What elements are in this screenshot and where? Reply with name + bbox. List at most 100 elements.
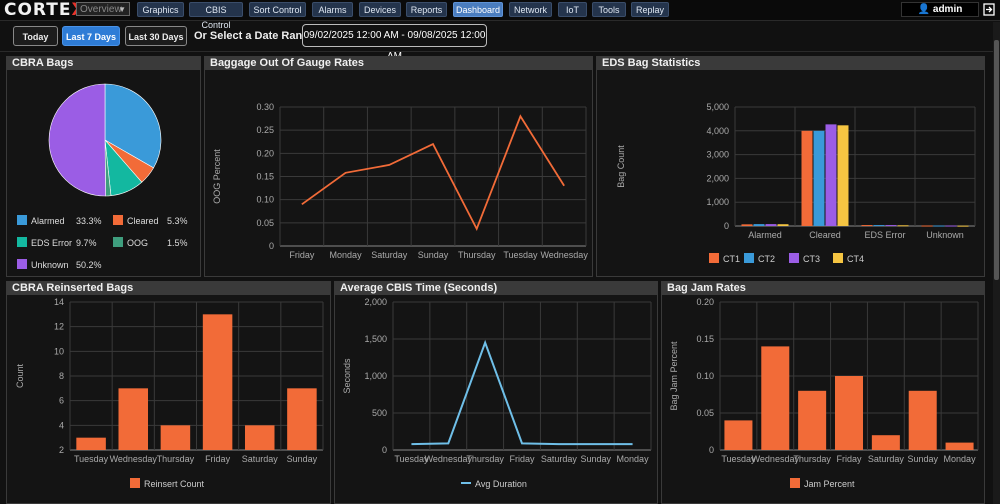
bar-jam-monday	[945, 442, 974, 450]
y-tick-label: 0.10	[696, 371, 714, 381]
y-tick-label: 1,000	[706, 197, 729, 207]
bar-ct1-cleared	[801, 130, 813, 226]
nav-reports-button[interactable]: Reports	[406, 2, 447, 17]
chevron-down-icon: ▼	[118, 5, 126, 14]
y-tick-label: 0.15	[256, 172, 274, 182]
y-tick-label: 0.20	[696, 297, 714, 307]
nav-network-button[interactable]: Network	[509, 2, 552, 17]
bar-reinsert-wednesday	[118, 388, 149, 450]
nav-replay-button[interactable]: Replay	[631, 2, 669, 17]
x-tick-label: Tuesday	[74, 454, 109, 464]
x-tick-label: Friday	[205, 454, 231, 464]
nav-sort-control-button[interactable]: Sort Control	[249, 2, 306, 17]
nav-dashboard-button[interactable]: Dashboard	[453, 2, 503, 17]
oog-line-chart: 0 0.05 0.10 0.15 0.20 0.25 0.30 Friday Monday Sat…	[212, 102, 588, 260]
x-tick-label: EDS Error	[864, 230, 905, 240]
nav-iot-button[interactable]: IoT	[558, 2, 587, 17]
bar-jam-friday	[834, 376, 864, 450]
panel-title: Average CBIS Time (Seconds)	[335, 282, 657, 295]
legend-swatch	[17, 215, 27, 225]
y-tick-label: 4,000	[706, 126, 729, 136]
x-tick-label: Wednesday	[752, 454, 800, 464]
last-7-days-button[interactable]: Last 7 Days	[62, 26, 120, 46]
nav-tools-button[interactable]: Tools	[592, 2, 626, 17]
legend-item-alarmed[interactable]: Alarmed 33.3%	[17, 215, 102, 227]
x-tick-label: Unknown	[926, 230, 964, 240]
y-tick-label: 6	[59, 396, 64, 406]
y-tick-label: 0	[382, 445, 387, 455]
scrollbar-thumb[interactable]	[994, 40, 999, 280]
bar-ct3-unknown	[945, 225, 957, 227]
bar-ct1-unknown	[921, 225, 933, 227]
x-tick-label: Wednesday	[425, 454, 473, 464]
cbra-pie-chart	[48, 83, 162, 197]
nav-alarms-button[interactable]: Alarms	[312, 2, 353, 17]
y-axis-label: OOG Percent	[212, 149, 222, 204]
oog-series-line	[301, 114, 565, 232]
last-30-days-button[interactable]: Last 30 Days	[125, 26, 187, 46]
cbis-time-line-chart: 0 500 1,000 1,500 2,000 TuesdayWednesdayThurs…	[342, 297, 652, 489]
y-tick-label: 0.05	[696, 408, 714, 418]
y-tick-label: 3,000	[706, 150, 729, 160]
jam-bar-chart: 0 0.05 0.10 0.15 0.20 TuesdayWednesdayThursda…	[669, 297, 979, 489]
legend-item-oog[interactable]: OOG 1.5%	[113, 237, 188, 249]
y-tick-label: 0	[709, 445, 714, 455]
legend-label: Cleared	[127, 216, 159, 226]
nav-devices-button[interactable]: Devices	[359, 2, 401, 17]
bar-jam-thursday	[798, 390, 827, 450]
x-tick-label: Thursday	[466, 454, 504, 464]
x-tick-label: Friday	[289, 250, 315, 260]
date-range-label: Or Select a Date Range:	[194, 30, 319, 42]
y-tick-label: 5,000	[706, 102, 729, 112]
y-axis-label: Bag Jam Percent	[669, 341, 679, 411]
legend-swatch	[113, 237, 123, 247]
user-menu[interactable]: 👤 admin	[901, 2, 979, 17]
legend-item-eds-error[interactable]: EDS Error 9.7%	[17, 237, 97, 249]
y-tick-label: 0.05	[256, 218, 274, 228]
y-tick-label: 0.10	[256, 195, 274, 205]
legend-swatch-ct4	[833, 253, 843, 263]
legend-swatch	[113, 215, 123, 225]
oog-panel: Baggage Out Of Gauge Rates 0 0.05 0.10 0.15…	[204, 56, 593, 277]
bar-ct2-unknown	[933, 225, 945, 227]
date-range-input[interactable]: 09/02/2025 12:00 AM - 09/08/2025 12:00 A…	[302, 24, 487, 62]
bar-ct1-eds-error	[861, 225, 873, 227]
x-tick-label: Thursday	[793, 454, 831, 464]
legend-label-ct3: CT3	[803, 254, 820, 264]
nav-graphics-button[interactable]: Graphics	[137, 2, 184, 17]
y-tick-label: 12	[54, 322, 64, 332]
x-tick-label: Monday	[617, 454, 650, 464]
legend-item-unknown[interactable]: Unknown 50.2%	[17, 259, 102, 271]
pie-slice-alarmed	[104, 83, 162, 169]
x-tick-label: Friday	[836, 454, 862, 464]
legend-swatch-ct1	[709, 253, 719, 263]
bar-reinsert-thursday	[160, 425, 191, 450]
eds-bar-chart: 0 1,000 2,000 3,000 4,000 5,000 Alarmed Cleared…	[616, 102, 976, 264]
legend-label-ct2: CT2	[758, 254, 775, 264]
x-tick-label: Tuesday	[394, 454, 429, 464]
today-button[interactable]: Today	[13, 26, 58, 46]
x-tick-label: Friday	[509, 454, 535, 464]
x-tick-label: Sunday	[287, 454, 318, 464]
eds-panel: EDS Bag Statistics 0 1,000 2,000 3,000 4,000…	[596, 56, 985, 277]
nav-cbis-control-button[interactable]: CBIS Control	[189, 2, 243, 30]
page-scrollbar[interactable]	[993, 22, 1000, 504]
x-tick-label: Tuesday	[503, 250, 538, 260]
view-select[interactable]: Overview ▼	[76, 2, 130, 16]
legend-value: 50.2%	[76, 260, 102, 270]
legend-swatch	[17, 237, 27, 247]
username: admin	[932, 4, 963, 15]
y-tick-label: 1,000	[364, 371, 387, 381]
bar-reinsert-sunday	[287, 388, 317, 450]
y-tick-label: 14	[54, 297, 64, 307]
legend-item-cleared[interactable]: Cleared 5.3%	[113, 215, 188, 227]
bar-ct3-eds-error	[885, 225, 897, 227]
x-tick-label: Sunday	[580, 454, 611, 464]
panel-title: EDS Bag Statistics	[597, 57, 984, 70]
x-tick-label: Saturday	[541, 454, 578, 464]
divider	[0, 51, 1000, 52]
legend-value: 1.5%	[167, 238, 188, 248]
view-select-value: Overview	[80, 4, 122, 15]
logout-icon[interactable]	[983, 3, 995, 16]
legend-label: Unknown	[31, 260, 69, 270]
